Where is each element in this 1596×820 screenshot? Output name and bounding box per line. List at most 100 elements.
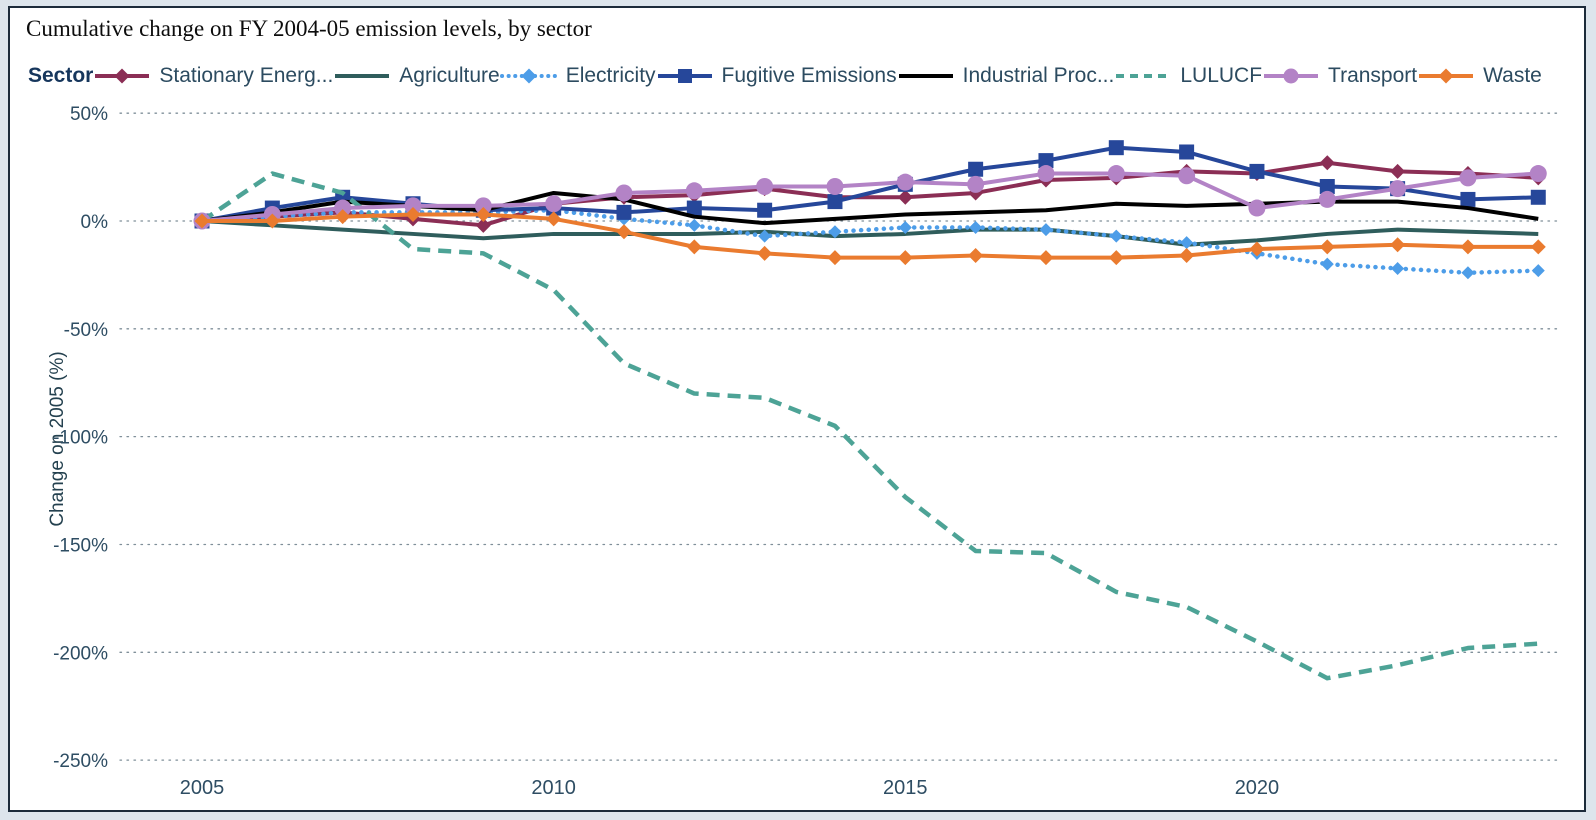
data-point-waste-2007[interactable] <box>335 209 351 225</box>
data-point-transport-2024[interactable] <box>1529 165 1547 183</box>
data-point-electricity-2023[interactable] <box>1461 266 1475 280</box>
series-line-lulucf[interactable] <box>200 171 1539 681</box>
data-point-fugitive-emissions-2014[interactable] <box>827 194 843 210</box>
series-line-electricity[interactable] <box>199 207 1541 276</box>
legend-title: Sector <box>28 64 94 87</box>
data-point-fugitive-emissions-2021[interactable] <box>1319 178 1335 194</box>
data-point-waste-2021[interactable] <box>1319 239 1335 255</box>
legend-label-fugitive-emissions: Fugitive Emissions <box>721 64 897 87</box>
legend-marker-transport[interactable] <box>1283 68 1299 84</box>
data-point-electricity-2018[interactable] <box>1109 229 1123 243</box>
legend-item-electricity[interactable]: Electricity <box>499 64 656 88</box>
data-point-transport-2015[interactable] <box>896 173 914 191</box>
data-point-electricity-2012[interactable] <box>687 218 701 232</box>
data-point-waste-2012[interactable] <box>686 239 702 255</box>
stationary-energy-line-sample-icon <box>95 68 150 84</box>
chart-title: Cumulative change on FY 2004-05 emission… <box>26 16 592 41</box>
data-point-waste-2009[interactable] <box>475 207 491 223</box>
data-point-waste-2022[interactable] <box>1390 237 1406 253</box>
data-point-transport-2009[interactable] <box>474 197 492 215</box>
series-line-transport[interactable] <box>201 171 1539 223</box>
data-point-waste-2018[interactable] <box>1108 250 1124 266</box>
data-point-transport-2017[interactable] <box>1037 165 1055 183</box>
data-point-waste-2024[interactable] <box>1530 239 1546 255</box>
data-point-waste-2013[interactable] <box>757 245 773 261</box>
data-point-fugitive-emissions-2023[interactable] <box>1460 191 1476 207</box>
data-point-electricity-2019[interactable] <box>1180 236 1194 250</box>
legend-marker-fugitive-emissions[interactable] <box>677 69 692 83</box>
data-point-waste-2023[interactable] <box>1460 239 1476 255</box>
data-point-fugitive-emissions-2012[interactable] <box>686 200 702 216</box>
data-point-electricity-2014[interactable] <box>828 225 842 239</box>
data-point-waste-2011[interactable] <box>616 224 632 240</box>
data-point-waste-2005[interactable] <box>194 213 210 229</box>
data-point-waste-2016[interactable] <box>968 248 984 264</box>
series-line-waste[interactable] <box>202 212 1539 260</box>
legend-marker-electricity[interactable] <box>521 68 537 84</box>
data-point-transport-2020[interactable] <box>1248 199 1266 217</box>
data-point-fugitive-emissions-2019[interactable] <box>1179 144 1195 160</box>
data-point-transport-2021[interactable] <box>1318 190 1336 208</box>
data-point-fugitive-emissions-2024[interactable] <box>1530 189 1546 205</box>
data-point-waste-2010[interactable] <box>546 211 562 227</box>
data-point-fugitive-emissions-2013[interactable] <box>757 202 773 218</box>
data-point-fugitive-emissions-2017[interactable] <box>1038 153 1054 169</box>
data-point-transport-2014[interactable] <box>826 177 844 195</box>
legend-item-fugitive-emissions[interactable]: Fugitive Emissions <box>656 64 897 88</box>
data-point-transport-2007[interactable] <box>334 199 352 217</box>
data-point-electricity-2021[interactable] <box>1320 257 1334 271</box>
data-point-transport-2016[interactable] <box>967 175 985 193</box>
series-waste <box>194 207 1546 266</box>
data-point-stationary-energy-2009[interactable] <box>475 217 491 233</box>
series-agriculture <box>201 219 1539 247</box>
x-tick-label: 2005 <box>180 777 225 799</box>
data-point-transport-2008[interactable] <box>404 197 422 215</box>
data-point-waste-2017[interactable] <box>1038 250 1054 266</box>
legend-item-industrial-processes[interactable]: Industrial Proc... <box>897 64 1114 88</box>
data-point-waste-2020[interactable] <box>1249 241 1265 257</box>
data-point-fugitive-emissions-2011[interactable] <box>616 204 632 220</box>
data-point-electricity-2022[interactable] <box>1391 261 1405 275</box>
data-point-transport-2012[interactable] <box>685 182 703 200</box>
data-point-fugitive-emissions-2018[interactable] <box>1108 140 1124 156</box>
transport-line-sample-icon <box>1264 68 1319 84</box>
data-point-transport-2010[interactable] <box>545 195 563 213</box>
y-tick-label: -50% <box>64 320 108 341</box>
data-point-fugitive-emissions-2020[interactable] <box>1249 163 1265 179</box>
legend-item-stationary-energy[interactable]: Stationary Energ... <box>93 64 333 88</box>
data-point-waste-2006[interactable] <box>264 213 280 229</box>
data-point-electricity-2013[interactable] <box>758 229 772 243</box>
legend-item-waste[interactable]: Waste <box>1417 64 1542 88</box>
data-point-transport-2011[interactable] <box>615 184 633 202</box>
series-lulucf <box>200 171 1539 681</box>
legend-marker-waste[interactable] <box>1438 68 1454 84</box>
data-point-waste-2014[interactable] <box>827 250 843 266</box>
legend-item-lulucf[interactable]: LULUCF <box>1114 64 1262 88</box>
legend-label-electricity: Electricity <box>565 64 656 87</box>
data-point-electricity-2024[interactable] <box>1531 264 1545 278</box>
legend-label-lulucf: LULUCF <box>1180 64 1263 87</box>
data-point-stationary-energy-2021[interactable] <box>1319 155 1335 171</box>
data-point-electricity-2016[interactable] <box>969 220 983 234</box>
y-tick-label: -250% <box>53 751 108 772</box>
data-point-transport-2013[interactable] <box>756 177 774 195</box>
legend-item-agriculture[interactable]: Agriculture <box>333 64 500 88</box>
legend-item-transport[interactable]: Transport <box>1262 64 1417 88</box>
data-point-electricity-2017[interactable] <box>1039 223 1053 237</box>
data-point-transport-2019[interactable] <box>1178 167 1196 185</box>
line-chart-plot: 50% 0% -50% -100% -150% -200% -250% 2005 2010 201… <box>53 104 1561 799</box>
data-point-stationary-energy-2022[interactable] <box>1390 163 1406 179</box>
data-point-transport-2018[interactable] <box>1107 165 1125 183</box>
data-point-waste-2019[interactable] <box>1179 248 1195 264</box>
data-point-transport-2023[interactable] <box>1459 169 1477 187</box>
data-point-waste-2008[interactable] <box>405 207 421 223</box>
legend-marker-stationary-energy[interactable] <box>114 68 130 84</box>
series-line-agriculture[interactable] <box>201 219 1539 247</box>
data-point-waste-2015[interactable] <box>897 250 913 266</box>
data-point-electricity-2015[interactable] <box>898 220 912 234</box>
data-point-stationary-energy-2015[interactable] <box>897 189 913 205</box>
data-point-transport-2022[interactable] <box>1389 180 1407 198</box>
series-line-stationary-energy[interactable] <box>201 160 1539 228</box>
data-point-fugitive-emissions-2016[interactable] <box>968 161 984 177</box>
y-tick-label: -200% <box>53 643 108 664</box>
